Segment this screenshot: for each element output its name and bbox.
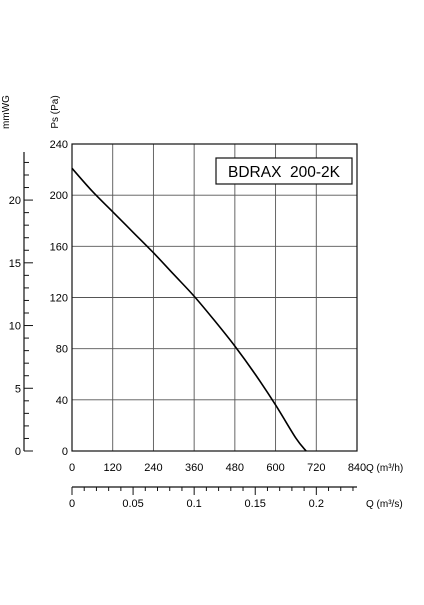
y-tick-label: 120 bbox=[50, 293, 68, 305]
secondary-x-tick-label: 0 bbox=[69, 498, 75, 510]
secondary-y-tick-label: 0 bbox=[15, 446, 21, 458]
x-tick-label: 840 bbox=[348, 462, 366, 474]
x-axis-label: Q (m³/h) bbox=[366, 463, 403, 474]
chart-title: BDRAX 200-2K bbox=[228, 164, 341, 181]
secondary-y-tick-label: 15 bbox=[9, 258, 21, 270]
x-tick-label: 360 bbox=[185, 462, 203, 474]
secondary-x-tick-label: 0.1 bbox=[187, 498, 202, 510]
title-box bbox=[215, 157, 353, 185]
secondary-x-tick-label: 0.2 bbox=[309, 498, 324, 510]
y-tick-label: 0 bbox=[62, 446, 68, 458]
secondary-x-tick-label: 0.15 bbox=[245, 498, 266, 510]
secondary-y-axis-label: mmWG bbox=[1, 95, 12, 129]
y-tick-label: 40 bbox=[56, 395, 68, 407]
x-tick-label: 480 bbox=[226, 462, 244, 474]
y-tick-label: 160 bbox=[50, 241, 68, 253]
grid bbox=[71, 143, 358, 452]
x-tick-label: 600 bbox=[266, 462, 284, 474]
x-tick-label: 120 bbox=[104, 462, 122, 474]
secondary-x-axis: 0 0.05 0.1 0.15 0.2 bbox=[69, 486, 357, 510]
secondary-x-axis-label: Q (m³/s) bbox=[366, 499, 403, 510]
secondary-x-tick-label: 0.05 bbox=[122, 498, 143, 510]
y-tick-label: 200 bbox=[50, 190, 68, 202]
x-axis-ticks: 0 120 240 360 480 600 720 840 bbox=[69, 462, 366, 474]
x-tick-label: 720 bbox=[307, 462, 325, 474]
x-tick-label: 240 bbox=[144, 462, 162, 474]
secondary-y-axis: 0 5 10 15 20 bbox=[9, 152, 33, 458]
pressure-curve bbox=[71, 167, 307, 452]
secondary-y-tick-label: 5 bbox=[15, 383, 21, 395]
x-tick-label: 0 bbox=[69, 462, 75, 474]
y-axis-ticks: 0 40 80 120 160 200 240 bbox=[50, 139, 68, 458]
plot-frame bbox=[71, 143, 358, 452]
y-tick-label: 240 bbox=[50, 139, 68, 151]
y-tick-label: 80 bbox=[56, 344, 68, 356]
y-axis-label: Ps (Pa) bbox=[50, 95, 61, 128]
secondary-y-tick-label: 20 bbox=[9, 195, 21, 207]
secondary-y-tick-label: 10 bbox=[9, 321, 21, 333]
